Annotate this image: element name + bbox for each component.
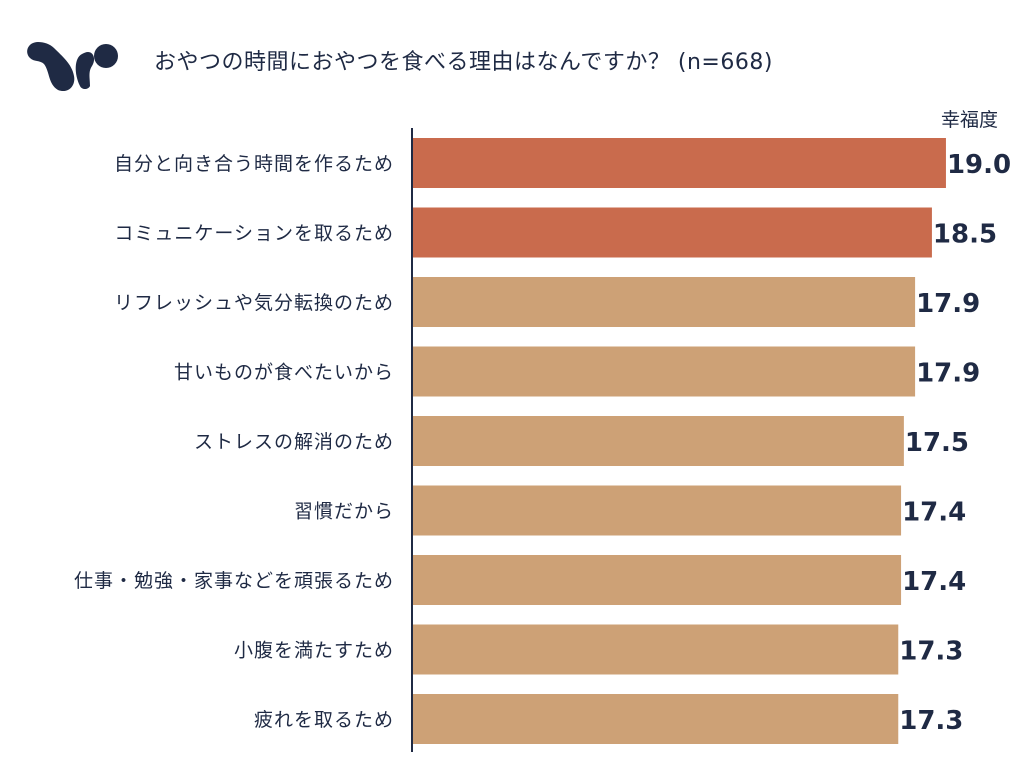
value-label-7: 17.4 [902,567,966,597]
category-label-6: 習慣だから [294,501,394,523]
chart-title: おやつの時間におやつを食べる理由はなんですか？ (n=668) [154,50,773,75]
logo-head-shape [94,44,118,68]
value-label-9: 17.3 [899,706,963,736]
bar-6 [413,485,902,536]
value-labels-group: 19.0 18.5 17.9 17.9 17.5 17.4 17.4 17.3 17.3 [899,150,1011,736]
bar-3 [413,277,916,327]
logo-tail-shape [27,42,75,92]
value-label-1: 19.0 [947,150,1011,180]
category-labels-group: 自分と向き合う時間を作るためコミュニケーションを取るためリフレッシュや気分転換の… [74,153,394,731]
bar-8 [413,624,899,675]
category-label-3: リフレッシュや気分転換のため [114,292,394,314]
value-axis-title: 幸福度 [941,109,998,131]
bar-7 [413,555,902,605]
category-label-4: 甘いものが食べたいから [174,362,394,384]
value-label-8: 17.3 [899,637,963,667]
logo-body-shape [75,52,95,89]
value-label-3: 17.9 [916,289,980,319]
bar-2 [413,207,932,258]
value-label-6: 17.4 [902,498,966,528]
bar-9 [413,694,899,744]
bar-1 [413,138,946,188]
category-label-5: ストレスの解消のため [194,431,394,453]
value-label-4: 17.9 [916,359,980,389]
category-label-7: 仕事・勉強・家事などを頑張るため [74,570,394,592]
squirrel-logo-icon [27,42,118,92]
category-label-9: 疲れを取るため [254,709,394,731]
category-label-2: コミュニケーションを取るため [114,223,394,245]
category-label-1: 自分と向き合う時間を作るため [114,153,394,175]
bars-group [413,138,946,744]
bar-5 [413,416,904,466]
category-label-8: 小腹を満たすため [234,640,394,662]
value-label-2: 18.5 [933,220,997,250]
value-label-5: 17.5 [905,428,969,458]
bar-4 [413,346,916,397]
